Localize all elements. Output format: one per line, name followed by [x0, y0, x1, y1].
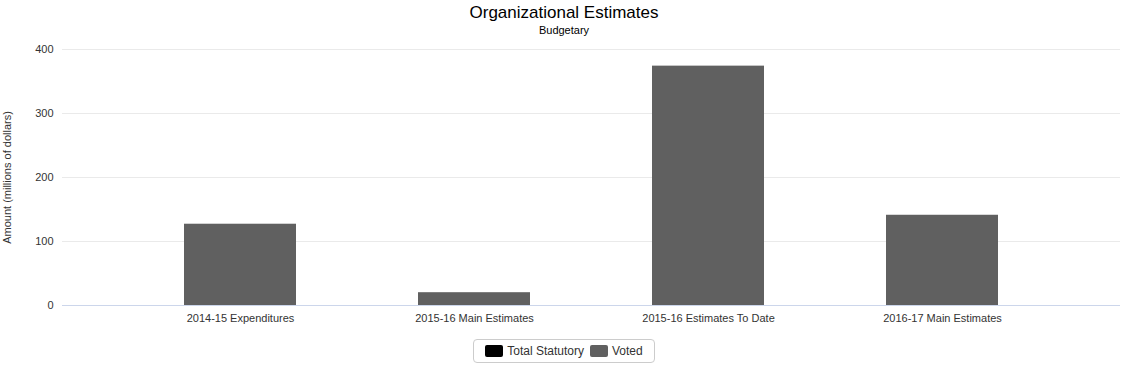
html-text:Total Statutory: Total Statutory	[507, 344, 584, 358]
svg-text:Amount (millions of dollars): Amount (millions of dollars)	[1, 111, 13, 244]
html-text:Organizational Estimates: Organizational Estimates	[469, 3, 659, 22]
svg-text:400: 400	[35, 43, 53, 55]
svg-text:2016-17 Main Estimates: 2016-17 Main Estimates	[883, 312, 1002, 324]
svg-text:0: 0	[47, 299, 53, 311]
svg-text:2014-15 Expenditures: 2014-15 Expenditures	[187, 312, 295, 324]
html-text:Budgetary: Budgetary	[538, 24, 590, 36]
svg-text:2015-16 Estimates To Date: 2015-16 Estimates To Date	[642, 312, 774, 324]
svg-text:2015-16 Main Estimates: 2015-16 Main Estimates	[415, 312, 534, 324]
html-text:Voted: Voted	[612, 344, 643, 358]
svg-text:200: 200	[35, 171, 53, 183]
svg-text:100: 100	[35, 235, 53, 247]
svg-text:300: 300	[35, 107, 53, 119]
